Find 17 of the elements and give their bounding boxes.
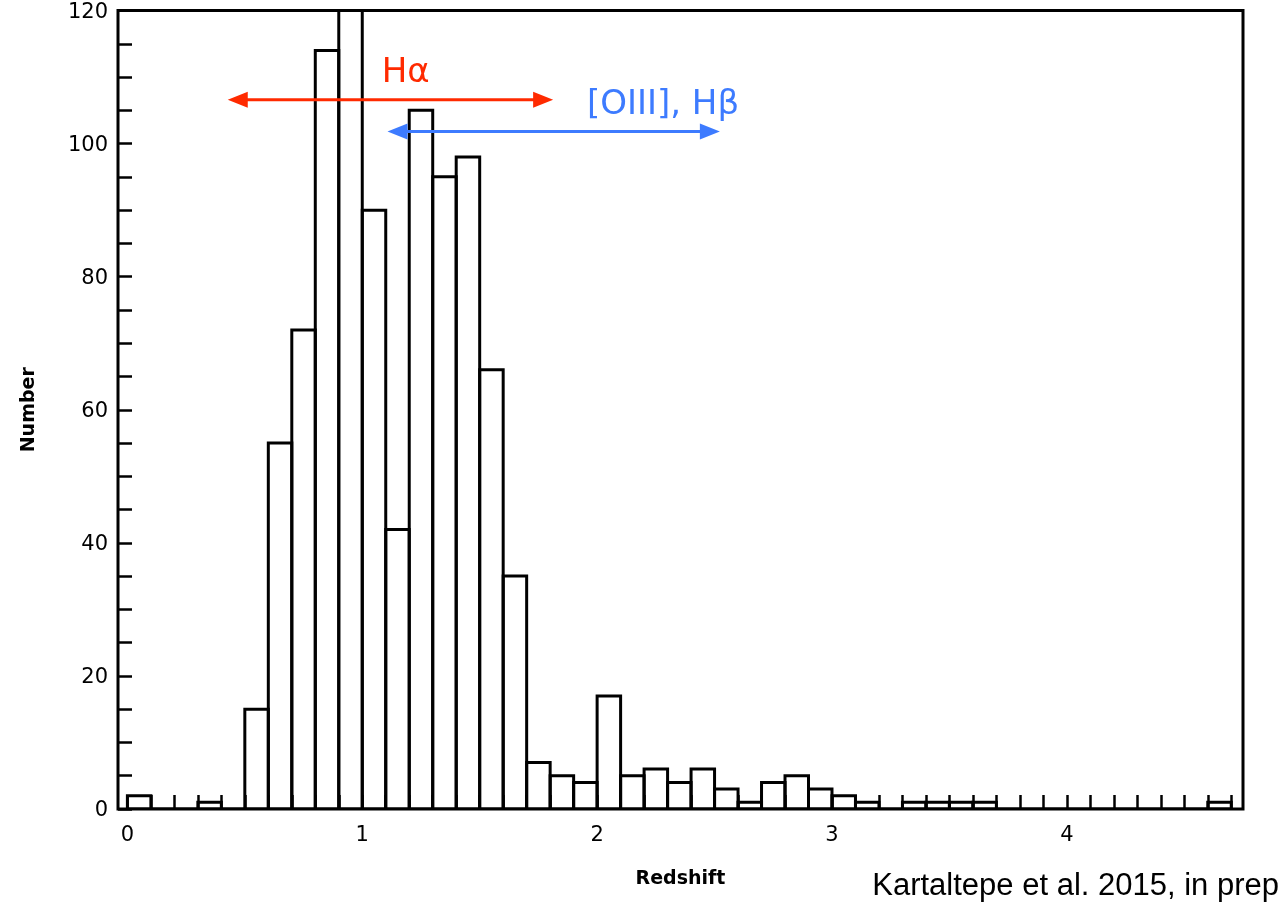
x-axis-title: Redshift — [635, 865, 726, 888]
y-tick-label: 40 — [81, 530, 108, 555]
y-tick-label: 80 — [81, 264, 108, 289]
x-tick-label: 2 — [590, 821, 604, 846]
x-tick-label: 4 — [1060, 821, 1074, 846]
x-tick-label: 3 — [825, 821, 839, 846]
text: Kartaltepe et al. 2015, in prep — [872, 867, 1279, 902]
x-tick-label: 0 — [120, 821, 135, 846]
y-tick-label: 120 — [67, 0, 108, 23]
y-tick-label: 0 — [94, 797, 108, 821]
y-axis-title: Number — [15, 366, 38, 453]
x-tick-label: 1 — [355, 821, 369, 846]
y-tick-label: 60 — [81, 397, 108, 422]
y-tick-label: 100 — [67, 131, 108, 156]
annotation: [OIII], Hβ — [586, 81, 740, 122]
annotation: Hα — [381, 49, 430, 90]
y-tick-label: 20 — [81, 663, 108, 688]
